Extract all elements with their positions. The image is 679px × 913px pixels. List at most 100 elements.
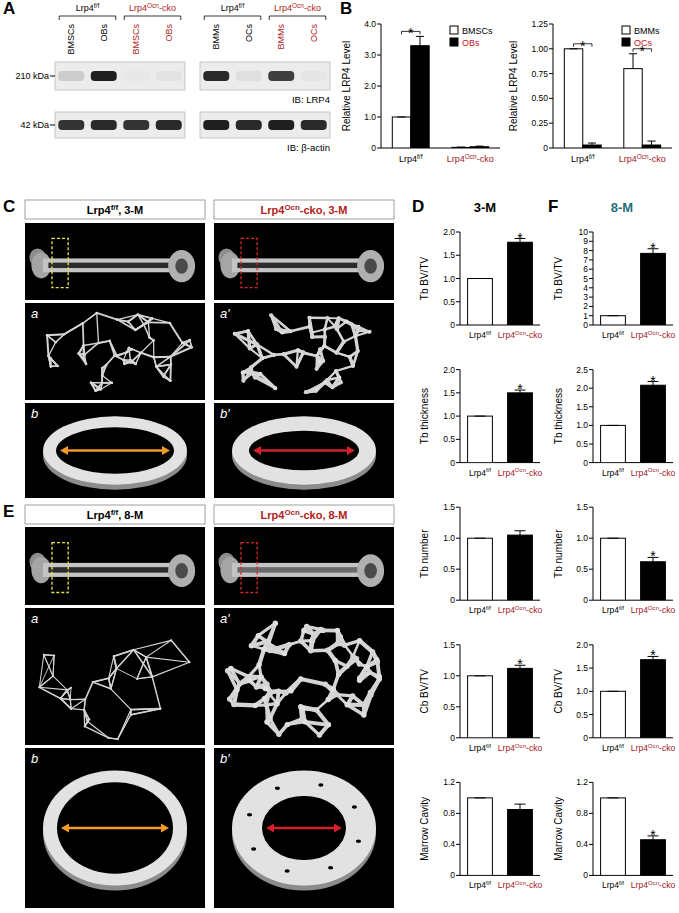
band [236,120,262,130]
tick [377,148,381,149]
sub-label: b′ [220,751,230,766]
panel-title: 3-M [474,200,496,215]
legend-label: BMMs [634,26,660,36]
trabecula [128,322,135,330]
trabecula [156,365,171,367]
text-base: Lrp4 [498,743,515,753]
antibody-label: IB: β-actin [287,142,330,153]
panel-title: 8-M [611,200,633,215]
tick-label: 0.8 [576,808,588,818]
trabecula [117,669,137,679]
trabecula [115,356,124,360]
image-background [214,303,394,400]
tick [589,259,593,260]
trabecula [291,327,310,332]
text-superscript: Ocn [515,329,526,336]
bar [641,562,666,600]
image-header-label: Lrp4Ocn-cko, 8-M [261,508,348,521]
image-background [214,527,394,605]
trabecula [171,340,190,357]
mw-label: 42 kDa [20,120,49,130]
text-superscript: f/f [417,153,423,160]
trabecula [146,657,189,662]
image-header [214,200,394,219]
group-label: Lrp4f/f [76,2,100,13]
trabecula [182,343,191,347]
tick-label: 1.0 [443,274,455,284]
band [236,71,262,81]
text-rest: -cko [526,743,542,753]
tick-label: 0 [583,458,588,468]
western-blot: BMSCsOBsLrp4f/fBMSCsOBsLrp4Ocn-ckoBMMsOC… [15,2,330,153]
tick-label: 0 [583,733,588,743]
tick-label: 2.0 [443,227,455,237]
tick-label: 0 [450,733,455,743]
group-bracket [59,16,116,20]
trabecular-node [263,686,268,691]
tick-label: 1.5 [576,663,588,673]
legend-label: OBs [462,38,480,48]
bar [468,676,493,738]
trabecula [84,699,85,710]
text-superscript: f/f [486,329,491,336]
tick [456,507,460,508]
error-cap [475,675,486,676]
femur-condyle-inner [364,258,377,273]
trabecular-node [273,386,277,390]
band [156,120,182,130]
trabecula [61,699,72,709]
trabecula [53,655,54,676]
bar [564,49,582,148]
tick [456,301,460,302]
arrow-head [161,824,169,833]
trabecula [146,657,152,677]
cortex [232,770,376,885]
mw-tick [50,125,55,126]
band [58,120,84,130]
trabecular-node [288,688,293,693]
text-superscript: f/f [619,742,624,749]
image-background [214,223,394,300]
trabecular-node [70,687,72,689]
micro-ct-panel: Lrp4f/f, 8-MabLrp4Ocn-cko, 8-Ma′b′ [25,505,394,908]
trabecula [170,323,183,343]
trabecula [71,709,84,710]
femur-marrow [48,567,170,572]
text-base: Lrp4 [261,204,286,216]
tick-label: 1.0 [576,686,588,696]
trabecular-node [134,329,137,332]
trabecular-node [169,379,172,382]
category-label: Lrp4Ocn-cko [631,742,676,753]
trabecula [88,722,109,738]
trabecula [134,640,172,649]
trabecular-network [46,312,193,392]
y-axis [593,782,594,875]
trabecula [137,677,152,679]
marrow-cavity [262,796,346,860]
tick [589,250,593,251]
tick [589,644,593,645]
category-label: Lrp4f/f [602,466,624,477]
text-rest: -cko, 3-M [300,204,348,216]
image-header [25,505,205,524]
trabecula [91,383,101,390]
tick [589,813,593,814]
trabecula [324,346,336,353]
trabecular-node [264,719,269,724]
trabecula [109,678,111,689]
text-base: Lrp4 [571,154,589,164]
text-superscript: f/f [619,879,624,886]
text-superscript: f/f [589,153,595,160]
trabecular-node [246,329,250,333]
tick [456,675,460,676]
text-base: Lrp4 [469,605,486,615]
roi-box [241,238,257,287]
trabecular-node [107,737,109,739]
tick-label: 0.8 [443,808,455,818]
tick-label: 1.5 [576,402,588,412]
error-bar [651,141,652,145]
trabecula [146,657,152,677]
text-base: Lrp4 [619,154,637,164]
axis-title: Relative LRP4 Level [508,41,519,132]
tick-label: 1.5 [443,640,455,650]
